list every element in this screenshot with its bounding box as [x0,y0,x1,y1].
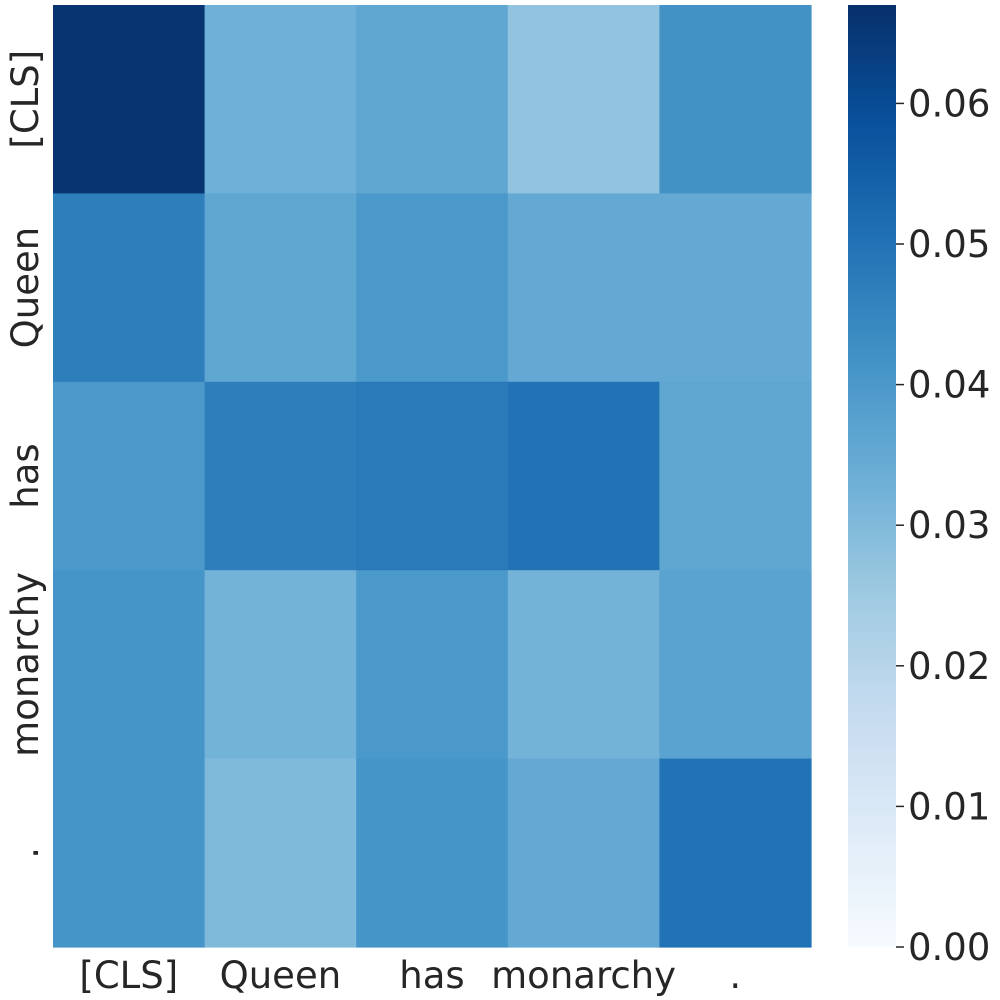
heatmap-cell [53,5,206,194]
x-tick-label: [CLS] [79,954,178,997]
y-tick-label: has [4,443,47,508]
colorbar-tick-label: 0.03 [908,504,990,547]
y-tick-label: [CLS] [4,50,47,149]
colorbar-tick-labels: 0.00 0.01 0.02 0.03 0.04 0.05 0.06 [896,82,990,969]
heatmap-cell [204,758,357,948]
heatmap-grid [53,5,812,948]
heatmap-cell [53,381,206,571]
heatmap-cell [204,381,357,571]
heatmap-cell [53,193,206,383]
x-tick-label: Queen [220,954,342,997]
heatmap-cell [507,758,660,948]
heatmap-cell [507,5,660,194]
heatmap-cell [507,193,660,383]
heatmap-cell [507,570,660,760]
colorbar-tick-label: 0.04 [908,364,990,407]
colorbar-tick-label: 0.05 [908,223,990,266]
x-tick-label: has [399,954,464,997]
colorbar-tick-label: 0.02 [908,645,990,688]
y-axis-tick-labels: [CLS] Queen has monarchy. [4,50,47,859]
heatmap-cell [53,758,206,948]
heatmap-cell [356,570,509,760]
colorbar-tick-label: 0.01 [908,785,990,828]
y-tick-label: monarchy [4,572,47,757]
x-axis-tick-labels: [CLS] Queen has monarchy. [79,954,741,997]
heatmap-cell [204,5,357,194]
heatmap-cell [53,570,206,760]
colorbar: 0.00 0.01 0.02 0.03 0.04 0.05 0.06 [848,5,990,969]
y-tick-label: . [4,847,47,859]
heatmap-cell [356,758,509,948]
heatmap-cell [659,193,812,383]
heatmap-cell [356,381,509,571]
heatmap-cell [659,570,812,760]
y-tick-label: Queen [4,227,47,349]
x-tick-label: . [729,954,741,997]
heatmap-cell [659,381,812,571]
colorbar-tick-label: 0.06 [908,82,990,125]
colorbar-tick-label: 0.00 [908,926,990,969]
heatmap-cell [659,5,812,194]
heatmap-cell [356,193,509,383]
heatmap-cell [204,570,357,760]
heatmap-cell [659,758,812,948]
heatmap-cell [356,5,509,194]
heatmap-cell [204,193,357,383]
x-tick-label: monarchy [491,954,676,997]
colorbar-gradient [848,5,896,947]
heatmap-cell [507,381,660,571]
